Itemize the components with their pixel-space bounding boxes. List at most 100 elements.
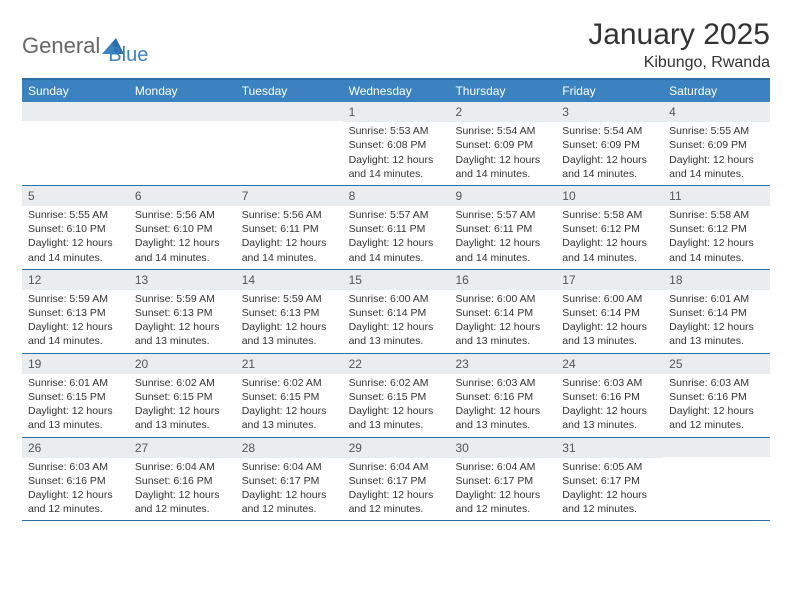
- day-body: Sunrise: 5:59 AMSunset: 6:13 PMDaylight:…: [22, 290, 129, 353]
- day-number: 3: [556, 102, 663, 122]
- day-cell: 7Sunrise: 5:56 AMSunset: 6:11 PMDaylight…: [236, 186, 343, 269]
- day-number: 14: [236, 270, 343, 290]
- day-number: 12: [22, 270, 129, 290]
- daylight-text: Daylight: 12 hours and 12 minutes.: [135, 488, 230, 516]
- daylight-text: Daylight: 12 hours and 14 minutes.: [669, 236, 764, 264]
- sunset-text: Sunset: 6:15 PM: [349, 390, 444, 404]
- day-body: Sunrise: 6:01 AMSunset: 6:14 PMDaylight:…: [663, 290, 770, 353]
- day-number: 20: [129, 354, 236, 374]
- day-body: Sunrise: 5:55 AMSunset: 6:09 PMDaylight:…: [663, 122, 770, 185]
- day-body: Sunrise: 6:01 AMSunset: 6:15 PMDaylight:…: [22, 374, 129, 437]
- day-cell: 20Sunrise: 6:02 AMSunset: 6:15 PMDayligh…: [129, 354, 236, 437]
- day-cell: 2Sunrise: 5:54 AMSunset: 6:09 PMDaylight…: [449, 102, 556, 185]
- day-cell: 9Sunrise: 5:57 AMSunset: 6:11 PMDaylight…: [449, 186, 556, 269]
- daylight-text: Daylight: 12 hours and 13 minutes.: [242, 320, 337, 348]
- sunrise-text: Sunrise: 5:58 AM: [562, 208, 657, 222]
- daylight-text: Daylight: 12 hours and 13 minutes.: [349, 320, 444, 348]
- weekday-monday: Monday: [129, 80, 236, 102]
- sunset-text: Sunset: 6:12 PM: [562, 222, 657, 236]
- logo: General Blue: [22, 24, 148, 67]
- daylight-text: Daylight: 12 hours and 13 minutes.: [135, 320, 230, 348]
- day-cell: 22Sunrise: 6:02 AMSunset: 6:15 PMDayligh…: [343, 354, 450, 437]
- day-body: Sunrise: 5:58 AMSunset: 6:12 PMDaylight:…: [663, 206, 770, 269]
- day-body: Sunrise: 6:03 AMSunset: 6:16 PMDaylight:…: [663, 374, 770, 437]
- weeks-container: 1Sunrise: 5:53 AMSunset: 6:08 PMDaylight…: [22, 102, 770, 521]
- daylight-text: Daylight: 12 hours and 12 minutes.: [28, 488, 123, 516]
- day-cell: 13Sunrise: 5:59 AMSunset: 6:13 PMDayligh…: [129, 270, 236, 353]
- day-body: Sunrise: 5:54 AMSunset: 6:09 PMDaylight:…: [556, 122, 663, 185]
- sunrise-text: Sunrise: 5:59 AM: [242, 292, 337, 306]
- day-number: 6: [129, 186, 236, 206]
- sunrise-text: Sunrise: 6:04 AM: [242, 460, 337, 474]
- day-body: Sunrise: 5:54 AMSunset: 6:09 PMDaylight:…: [449, 122, 556, 185]
- day-number: 8: [343, 186, 450, 206]
- daylight-text: Daylight: 12 hours and 14 minutes.: [28, 320, 123, 348]
- day-cell: [236, 102, 343, 185]
- daylight-text: Daylight: 12 hours and 13 minutes.: [242, 404, 337, 432]
- empty-day-number: [129, 102, 236, 121]
- day-body: Sunrise: 6:03 AMSunset: 6:16 PMDaylight:…: [449, 374, 556, 437]
- day-number: 19: [22, 354, 129, 374]
- daylight-text: Daylight: 12 hours and 14 minutes.: [28, 236, 123, 264]
- sunset-text: Sunset: 6:09 PM: [455, 138, 550, 152]
- sunset-text: Sunset: 6:15 PM: [242, 390, 337, 404]
- day-number: 31: [556, 438, 663, 458]
- week-row: 5Sunrise: 5:55 AMSunset: 6:10 PMDaylight…: [22, 186, 770, 270]
- sunset-text: Sunset: 6:16 PM: [28, 474, 123, 488]
- location: Kibungo, Rwanda: [588, 54, 770, 72]
- sunset-text: Sunset: 6:13 PM: [135, 306, 230, 320]
- sunrise-text: Sunrise: 5:54 AM: [562, 124, 657, 138]
- day-number: 1: [343, 102, 450, 122]
- daylight-text: Daylight: 12 hours and 13 minutes.: [349, 404, 444, 432]
- day-cell: 3Sunrise: 5:54 AMSunset: 6:09 PMDaylight…: [556, 102, 663, 185]
- day-body: Sunrise: 5:55 AMSunset: 6:10 PMDaylight:…: [22, 206, 129, 269]
- sunrise-text: Sunrise: 6:01 AM: [28, 376, 123, 390]
- sunset-text: Sunset: 6:16 PM: [562, 390, 657, 404]
- day-number: 23: [449, 354, 556, 374]
- day-cell: 28Sunrise: 6:04 AMSunset: 6:17 PMDayligh…: [236, 438, 343, 521]
- sunrise-text: Sunrise: 5:59 AM: [135, 292, 230, 306]
- sunrise-text: Sunrise: 5:57 AM: [455, 208, 550, 222]
- sunset-text: Sunset: 6:13 PM: [242, 306, 337, 320]
- title-block: January 2025 Kibungo, Rwanda: [588, 18, 770, 72]
- sunset-text: Sunset: 6:15 PM: [135, 390, 230, 404]
- day-body: Sunrise: 5:59 AMSunset: 6:13 PMDaylight:…: [129, 290, 236, 353]
- sunrise-text: Sunrise: 5:59 AM: [28, 292, 123, 306]
- day-cell: [129, 102, 236, 185]
- sunset-text: Sunset: 6:11 PM: [455, 222, 550, 236]
- day-number: 17: [556, 270, 663, 290]
- day-body: Sunrise: 5:57 AMSunset: 6:11 PMDaylight:…: [343, 206, 450, 269]
- day-number: 21: [236, 354, 343, 374]
- day-body: Sunrise: 6:02 AMSunset: 6:15 PMDaylight:…: [236, 374, 343, 437]
- day-number: 2: [449, 102, 556, 122]
- sunrise-text: Sunrise: 5:58 AM: [669, 208, 764, 222]
- day-number: 26: [22, 438, 129, 458]
- day-cell: 12Sunrise: 5:59 AMSunset: 6:13 PMDayligh…: [22, 270, 129, 353]
- day-body: Sunrise: 5:56 AMSunset: 6:10 PMDaylight:…: [129, 206, 236, 269]
- day-cell: 6Sunrise: 5:56 AMSunset: 6:10 PMDaylight…: [129, 186, 236, 269]
- sunrise-text: Sunrise: 6:00 AM: [349, 292, 444, 306]
- sunset-text: Sunset: 6:14 PM: [455, 306, 550, 320]
- day-number: 7: [236, 186, 343, 206]
- sunset-text: Sunset: 6:16 PM: [669, 390, 764, 404]
- sunset-text: Sunset: 6:12 PM: [669, 222, 764, 236]
- weekday-header-row: SundayMondayTuesdayWednesdayThursdayFrid…: [22, 80, 770, 102]
- sunrise-text: Sunrise: 6:03 AM: [669, 376, 764, 390]
- day-cell: 30Sunrise: 6:04 AMSunset: 6:17 PMDayligh…: [449, 438, 556, 521]
- sunrise-text: Sunrise: 6:04 AM: [349, 460, 444, 474]
- daylight-text: Daylight: 12 hours and 14 minutes.: [242, 236, 337, 264]
- day-body: Sunrise: 5:58 AMSunset: 6:12 PMDaylight:…: [556, 206, 663, 269]
- empty-day-number: [663, 438, 770, 457]
- day-number: 22: [343, 354, 450, 374]
- week-row: 1Sunrise: 5:53 AMSunset: 6:08 PMDaylight…: [22, 102, 770, 186]
- sunrise-text: Sunrise: 6:03 AM: [28, 460, 123, 474]
- empty-day-number: [236, 102, 343, 121]
- day-number: 5: [22, 186, 129, 206]
- day-body: Sunrise: 6:00 AMSunset: 6:14 PMDaylight:…: [556, 290, 663, 353]
- sunrise-text: Sunrise: 5:55 AM: [28, 208, 123, 222]
- sunset-text: Sunset: 6:11 PM: [349, 222, 444, 236]
- sunset-text: Sunset: 6:10 PM: [28, 222, 123, 236]
- sunrise-text: Sunrise: 6:04 AM: [455, 460, 550, 474]
- day-cell: 4Sunrise: 5:55 AMSunset: 6:09 PMDaylight…: [663, 102, 770, 185]
- day-cell: 23Sunrise: 6:03 AMSunset: 6:16 PMDayligh…: [449, 354, 556, 437]
